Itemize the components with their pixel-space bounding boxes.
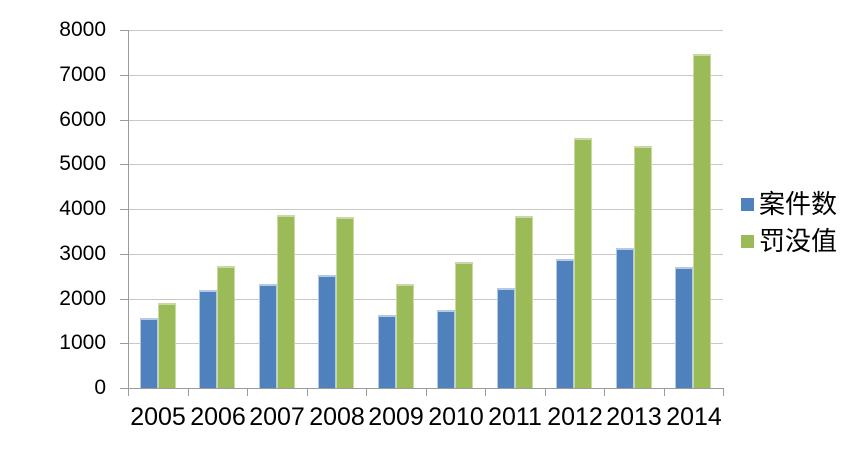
x-axis-label: 2010 [428, 403, 484, 431]
y-axis-tick [120, 30, 128, 31]
legend-label-penalty-value: 罚没值 [759, 226, 838, 256]
legend-swatch-case-count [741, 197, 754, 211]
bar-case-count-2011 [497, 288, 515, 388]
y-axis-label: 0 [94, 376, 106, 399]
y-axis [128, 30, 129, 389]
y-axis-label: 5000 [59, 152, 106, 175]
legend-item-case-count: 案件数 [741, 189, 837, 219]
x-axis-label: 2014 [666, 403, 722, 431]
y-axis-tick [120, 75, 128, 76]
y-axis-label: 8000 [59, 18, 106, 41]
bar-case-count-2009 [378, 315, 396, 388]
x-axis-label: 2012 [547, 403, 603, 431]
x-axis-tick [426, 388, 427, 396]
x-axis-label: 2008 [309, 403, 365, 431]
x-axis-tick [188, 388, 189, 396]
bar-case-count-2006 [199, 290, 217, 388]
bar-case-count-2010 [437, 310, 455, 388]
y-axis-tick [120, 299, 128, 300]
x-axis-tick [247, 388, 248, 396]
y-axis-label: 7000 [59, 63, 106, 86]
x-axis-tick [604, 388, 605, 396]
x-axis [128, 388, 723, 389]
x-axis-label: 2011 [488, 403, 542, 431]
x-axis-label: 2006 [190, 403, 246, 431]
gridline [128, 164, 723, 165]
bar-case-count-2007 [259, 284, 277, 388]
bar-penalty-value-2014 [693, 54, 711, 388]
x-axis-tick [723, 388, 724, 396]
bar-penalty-value-2007 [277, 215, 295, 388]
bar-penalty-value-2006 [217, 266, 235, 388]
x-axis-tick [128, 388, 129, 396]
x-axis-label: 2007 [249, 403, 305, 431]
gridline [128, 75, 723, 76]
bar-penalty-value-2009 [396, 284, 414, 388]
y-axis-tick [120, 120, 128, 121]
gridline [128, 30, 723, 31]
x-axis-tick [664, 388, 665, 396]
bar-case-count-2012 [556, 259, 574, 388]
bar-penalty-value-2008 [336, 217, 354, 388]
gridline [128, 120, 723, 121]
x-axis-tick [366, 388, 367, 396]
y-axis-tick [120, 254, 128, 255]
y-axis-tick [120, 209, 128, 210]
x-axis-tick [545, 388, 546, 396]
y-axis-label: 3000 [59, 242, 106, 265]
bar-case-count-2013 [616, 248, 634, 388]
x-axis-tick [485, 388, 486, 396]
bar-penalty-value-2010 [455, 262, 473, 388]
y-axis-tick [120, 343, 128, 344]
y-axis-tick [120, 164, 128, 165]
gridline [128, 209, 723, 210]
bar-penalty-value-2005 [158, 303, 176, 388]
gridline [128, 343, 723, 344]
legend-item-penalty-value: 罚没值 [741, 226, 837, 256]
x-axis-label: 2009 [368, 403, 424, 431]
x-axis-tick [307, 388, 308, 396]
y-axis-tick [120, 388, 128, 389]
legend: 案件数 罚没值 [741, 189, 837, 256]
legend-swatch-penalty-value [741, 234, 754, 248]
gridline [128, 299, 723, 300]
y-axis-label: 1000 [59, 331, 106, 354]
x-axis-label: 2013 [606, 403, 662, 431]
gridline [128, 254, 723, 255]
bar-penalty-value-2011 [515, 216, 533, 388]
bar-case-count-2008 [318, 275, 336, 388]
legend-label-case-count: 案件数 [759, 189, 838, 219]
y-axis-label: 4000 [59, 197, 106, 220]
y-axis-label: 6000 [59, 108, 106, 131]
bar-case-count-2005 [140, 318, 158, 388]
bar-penalty-value-2012 [574, 138, 592, 388]
bar-penalty-value-2013 [634, 146, 652, 388]
bar-case-count-2014 [675, 267, 693, 388]
x-axis-label: 2005 [130, 403, 186, 431]
y-axis-label: 2000 [59, 287, 106, 310]
